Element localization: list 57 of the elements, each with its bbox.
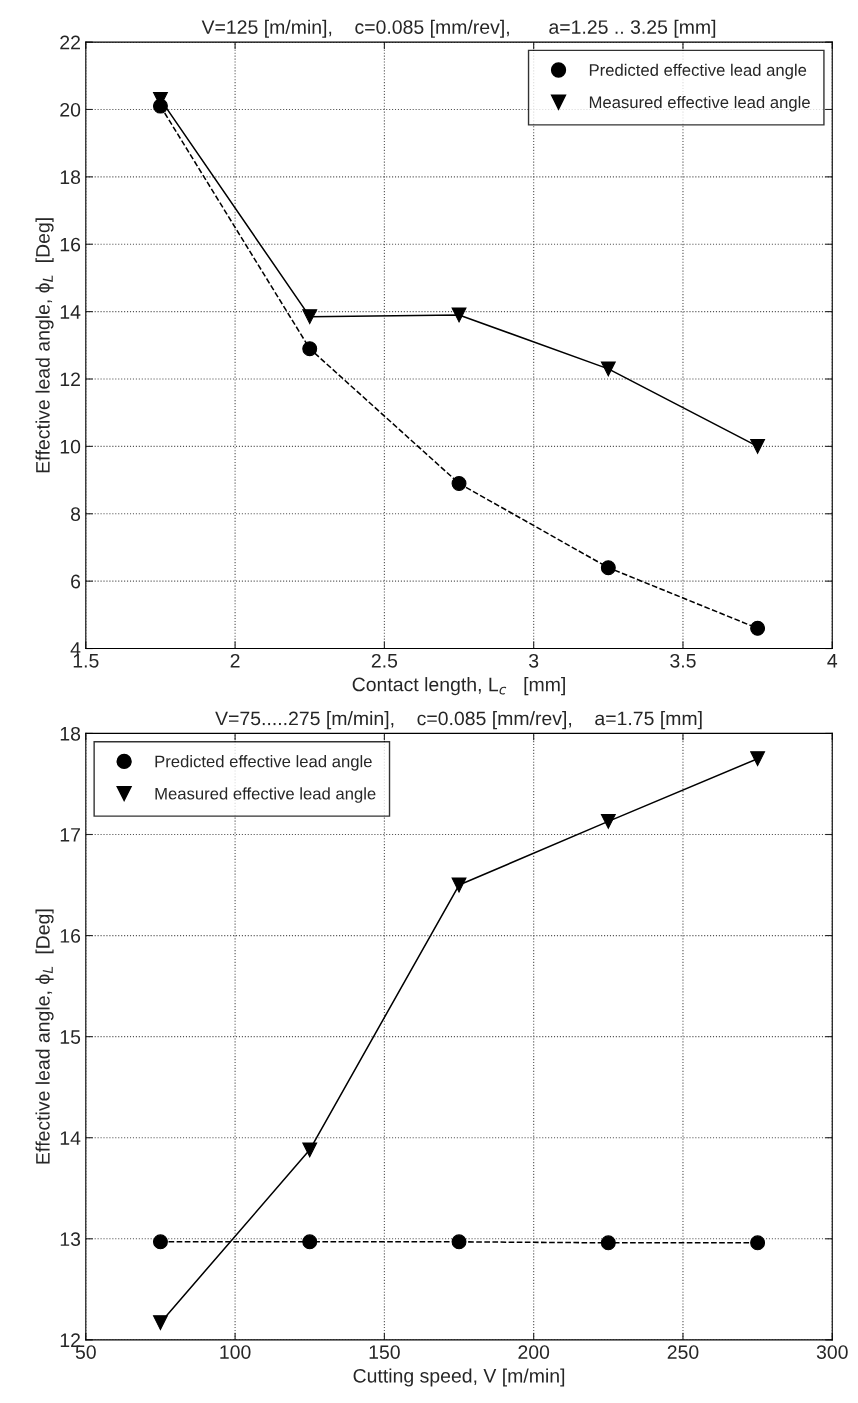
x-axis-title: Cutting speed, V [m/min] (353, 1368, 565, 1387)
y-tick-label: 4 (70, 642, 81, 656)
y-tick-label: 10 (60, 439, 81, 454)
point (750, 620, 766, 636)
x-tick-label: 3 (529, 653, 539, 668)
y-tick-label: 12 (60, 1333, 80, 1347)
y-tick-label: 15 (60, 1030, 81, 1044)
text: Contact length, L$_{c}$ [mm] (352, 677, 565, 696)
x-tick-label: 50 (75, 1345, 96, 1360)
x-tick-label: 150 (369, 1345, 400, 1360)
point (302, 309, 318, 325)
y-tick-label: 20 (60, 102, 81, 117)
point (451, 877, 467, 893)
y-tick-label: 8 (70, 507, 81, 521)
y-axis-title: Effective lead angle, ϕ$_{L}$ [Deg] (35, 218, 54, 473)
x-tick-label: 250 (667, 1345, 699, 1360)
point (750, 751, 766, 767)
point (600, 560, 616, 576)
y-tick-label: 16 (60, 237, 81, 252)
chart-title: V=75.....275 [m/min], c=0.085 [mm/rev], a=1.75 [mm] (215, 711, 702, 730)
y-axis-title: Effective lead angle, ϕ$_{L}$ [Deg] (35, 909, 54, 1164)
y-tick-label: 14 (60, 1131, 81, 1145)
point (152, 1234, 168, 1250)
y-tick-label: 12 (60, 372, 80, 387)
point (750, 438, 766, 454)
x-tick-label: 4 (827, 654, 838, 668)
y-tick-label: 22 (60, 35, 80, 50)
point (302, 1234, 318, 1250)
x-tick-label: 300 (816, 1345, 848, 1360)
point (451, 1234, 467, 1250)
y-tick-label: 17 (60, 828, 80, 842)
y-tick-label: 16 (60, 929, 81, 943)
point (152, 1315, 168, 1331)
legend-label: Measured effective lead angle (155, 787, 376, 803)
point (451, 475, 467, 491)
y-tick-label: 18 (60, 726, 81, 741)
chart-title: V=125 [m/min], c=0.085 [mm/rev], a=1.25 .. 3.25 [mm] (201, 19, 716, 38)
y-tick-label: 18 (60, 170, 81, 185)
point (600, 361, 616, 377)
y-tick-label: 13 (60, 1232, 81, 1247)
x-tick-label: 2.5 (371, 653, 398, 668)
point (302, 341, 318, 357)
y-tick-label: 14 (60, 305, 81, 319)
point (750, 1235, 766, 1251)
point (600, 813, 616, 829)
x-tick-label: 2 (230, 653, 240, 668)
point (451, 307, 467, 323)
x-tick-label: 100 (220, 1345, 251, 1360)
legend-label: Predicted effective lead angle (155, 755, 372, 771)
legend-label: Measured effective lead angle (589, 95, 810, 112)
point (600, 1235, 616, 1251)
legend-label: Predicted effective lead angle (589, 63, 807, 80)
x-tick-label: 200 (518, 1345, 550, 1360)
y-tick-label: 6 (71, 574, 81, 589)
x-tick-label: 1.5 (73, 654, 99, 668)
x-tick-label: 3.5 (670, 653, 696, 668)
point (302, 1142, 318, 1158)
